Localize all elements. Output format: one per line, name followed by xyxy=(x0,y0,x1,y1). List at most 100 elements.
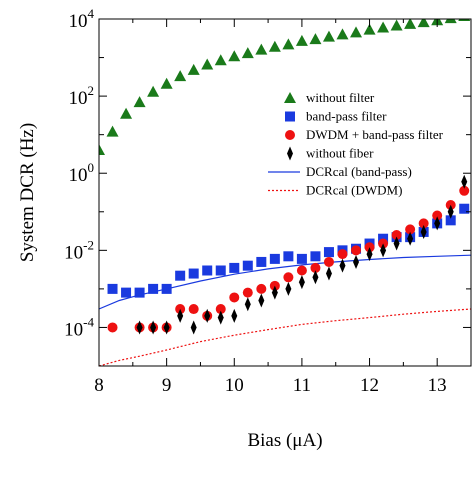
x-tick-label: 8 xyxy=(94,375,104,396)
point-diamond xyxy=(258,293,265,308)
legend-marker-circle xyxy=(285,130,295,140)
point-diamond xyxy=(217,310,224,325)
curve-dcrcal-dwdm- xyxy=(99,308,471,366)
y-tick-label: 104 xyxy=(69,6,95,32)
point-triangle xyxy=(160,77,173,89)
point-square xyxy=(242,260,253,271)
x-tick-label: 9 xyxy=(162,375,172,396)
point-triangle xyxy=(390,19,403,31)
point-square xyxy=(134,287,145,298)
point-diamond xyxy=(461,174,468,189)
point-circle xyxy=(107,322,118,333)
point-square xyxy=(107,283,118,294)
point-diamond xyxy=(447,204,454,219)
point-circle xyxy=(283,272,294,283)
point-triangle xyxy=(133,96,146,108)
point-diamond xyxy=(163,320,170,335)
point-diamond xyxy=(204,308,211,323)
point-circle xyxy=(256,283,267,294)
point-circle xyxy=(229,292,240,303)
point-diamond xyxy=(190,320,197,335)
point-triangle xyxy=(404,19,417,29)
point-square xyxy=(175,270,186,281)
point-triangle xyxy=(228,50,241,62)
point-diamond xyxy=(434,216,441,231)
y-tick-label: 10-2 xyxy=(64,237,94,263)
point-diamond xyxy=(271,285,278,300)
legend-marker-diamond xyxy=(287,146,293,161)
point-triangle xyxy=(282,38,295,50)
legend-label: DWDM + band-pass filter xyxy=(306,127,444,142)
point-triangle xyxy=(417,19,430,28)
point-circle xyxy=(310,262,321,273)
point-circle xyxy=(337,249,348,260)
point-triangle xyxy=(106,125,119,137)
point-triangle xyxy=(295,34,308,46)
point-triangle xyxy=(377,21,390,33)
point-triangle xyxy=(336,28,349,40)
point-diamond xyxy=(366,247,373,262)
point-triangle xyxy=(201,58,214,70)
point-circle xyxy=(296,265,307,276)
point-triangle xyxy=(268,40,281,52)
legend-label: without filter xyxy=(306,90,375,105)
point-square xyxy=(283,251,294,262)
point-square xyxy=(215,265,226,276)
point-circle xyxy=(459,185,470,196)
point-diamond xyxy=(231,308,238,323)
point-triangle xyxy=(241,47,254,59)
legend-marker-square xyxy=(285,111,295,122)
x-tick-label: 13 xyxy=(428,375,447,396)
legend-label: without fiber xyxy=(306,146,374,161)
y-tick-label: 10-4 xyxy=(64,314,94,340)
legend-label: band-pass filter xyxy=(306,109,387,124)
point-circle xyxy=(351,245,362,256)
point-diamond xyxy=(150,320,157,335)
point-square xyxy=(296,253,307,264)
plot-area xyxy=(99,19,471,366)
point-square xyxy=(269,253,280,264)
point-square xyxy=(202,265,213,276)
point-diamond xyxy=(380,243,387,258)
point-triangle xyxy=(214,54,227,66)
x-tick-label: 12 xyxy=(360,375,379,396)
point-triangle xyxy=(99,144,105,156)
point-circle xyxy=(323,256,334,267)
point-square xyxy=(148,283,159,294)
point-diamond xyxy=(420,224,427,239)
legend-label: DCRcal (band-pass) xyxy=(306,164,412,179)
point-circle xyxy=(432,210,443,221)
point-triangle xyxy=(255,43,268,55)
point-square xyxy=(310,251,321,262)
point-diamond xyxy=(285,281,292,296)
x-tick-label: 10 xyxy=(225,375,244,396)
point-triangle xyxy=(309,33,322,45)
point-diamond xyxy=(298,275,305,290)
point-circle xyxy=(242,287,253,298)
point-square xyxy=(161,283,172,294)
point-circle xyxy=(405,224,416,235)
point-diamond xyxy=(325,266,332,281)
point-square xyxy=(256,256,267,267)
point-diamond xyxy=(407,231,414,246)
point-square xyxy=(121,287,132,298)
point-diamond xyxy=(312,270,319,285)
y-axis-label: System DCR (Hz) xyxy=(17,123,38,262)
point-diamond xyxy=(136,320,143,335)
point-square xyxy=(229,262,240,273)
y-tick-label: 100 xyxy=(69,160,95,186)
curve-dcrcal-band-pass- xyxy=(99,254,471,310)
point-triangle xyxy=(444,19,457,24)
point-square xyxy=(188,268,199,279)
point-triangle xyxy=(187,63,200,75)
plot-frame xyxy=(98,18,472,367)
point-diamond xyxy=(177,308,184,323)
y-tick-label: 102 xyxy=(69,83,95,109)
point-diamond xyxy=(353,254,360,269)
legend-marker-triangle xyxy=(284,92,296,103)
legend-label: DCRcal (DWDM) xyxy=(306,183,402,198)
point-diamond xyxy=(244,297,251,312)
point-diamond xyxy=(393,236,400,251)
point-square xyxy=(445,215,456,226)
